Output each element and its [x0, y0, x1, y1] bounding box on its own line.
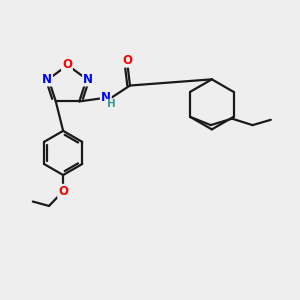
Text: N: N	[42, 73, 52, 85]
Text: O: O	[58, 185, 68, 198]
Text: O: O	[62, 58, 72, 71]
Text: N: N	[101, 92, 111, 104]
Text: O: O	[123, 54, 133, 67]
Text: N: N	[83, 73, 93, 85]
Text: H: H	[107, 99, 116, 110]
